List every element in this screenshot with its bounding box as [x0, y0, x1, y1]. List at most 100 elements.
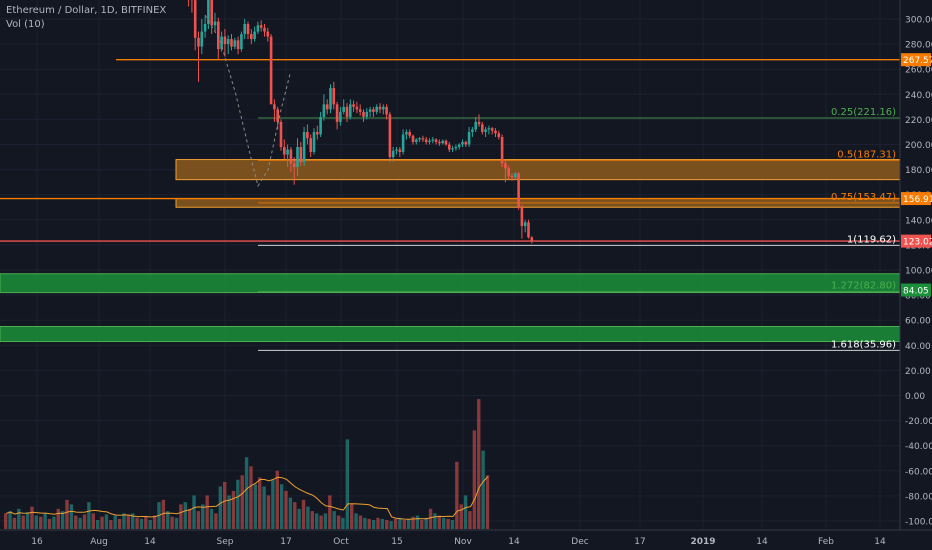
price-tick-label: 240.00 — [905, 91, 932, 101]
volume-bar — [161, 499, 166, 529]
candle-body — [263, 27, 266, 32]
price-label-text: 156.91 — [903, 195, 932, 205]
volume-bar — [424, 517, 428, 529]
volume-bar — [117, 518, 122, 529]
price-axis[interactable]: 300.00 280.00 260.00 240.00 220.00 200.00 180.… — [899, 0, 932, 550]
candle-body — [259, 25, 263, 28]
volume-bar — [406, 518, 411, 529]
candle-body — [207, 0, 210, 25]
candle-body — [312, 131, 316, 153]
candle-body — [418, 138, 421, 140]
price-axis-bg — [900, 0, 932, 550]
candle-body — [481, 124, 484, 132]
volume-bar — [450, 520, 455, 529]
candle-body — [431, 139, 435, 141]
candle-body — [325, 104, 329, 110]
price-tick-label: -40.00 — [905, 442, 932, 452]
price-tick-label: -80.00 — [905, 492, 932, 502]
volume-bar — [428, 508, 433, 529]
candle-body — [217, 21, 220, 50]
price-tick-label: 20.00 — [905, 367, 931, 377]
volume-bar — [301, 499, 306, 529]
volume-bar — [459, 504, 463, 529]
volume-bar — [472, 430, 477, 529]
candle-body — [203, 24, 207, 32]
candle-body — [283, 147, 286, 155]
volume-bar — [350, 504, 354, 529]
volume-bar — [477, 399, 481, 529]
volume-bar — [297, 508, 301, 529]
time-tick-label: 14 — [144, 537, 156, 547]
candle-body — [355, 106, 359, 110]
candle-body — [415, 139, 418, 142]
candle-body — [457, 144, 461, 148]
time-tick-label: Aug — [90, 537, 108, 547]
volume-bar — [371, 520, 376, 529]
volume-bar — [314, 513, 319, 529]
price-tick-label: 40.00 — [905, 342, 931, 352]
volume-bar — [214, 513, 218, 529]
volume-bar — [34, 515, 39, 529]
volume-bar — [336, 515, 341, 529]
projection-path — [204, 14, 291, 188]
candle-body — [464, 141, 468, 145]
candle-body — [276, 109, 279, 122]
volume-bar — [179, 504, 183, 529]
candle-body — [309, 138, 312, 153]
volume-bar — [87, 502, 91, 529]
candle-body — [339, 111, 342, 122]
candle-body — [226, 39, 230, 45]
candle-body — [428, 140, 431, 142]
candle-body — [296, 147, 299, 168]
volume-layer — [4, 399, 490, 529]
volume-bar — [275, 470, 279, 529]
volume-bar — [446, 518, 450, 529]
volume-bar — [17, 508, 21, 529]
time-axis[interactable]: 16 Aug 14 Sep 17 Oct 15 Nov 14 Dec 17 2019 14 Feb 14 — [0, 529, 932, 550]
volume-bar — [131, 513, 135, 529]
price-label-box — [901, 283, 931, 297]
candle-body — [461, 141, 464, 145]
volume-bar — [306, 506, 310, 529]
candle-body — [497, 133, 501, 137]
volume-indicator-label[interactable]: Vol (10) — [6, 19, 45, 30]
candle-body — [424, 139, 428, 142]
fib-level-label: 0.75(153.47) — [831, 192, 896, 203]
volume-bar — [196, 511, 201, 529]
fib-level-label: 1(119.62) — [847, 234, 896, 245]
symbol-title[interactable]: Ethereum / Dollar, 1D, BITFINEX — [6, 5, 167, 16]
candle-body — [507, 168, 510, 176]
candle-body — [398, 149, 402, 153]
volume-bar — [183, 502, 187, 529]
candle-body — [467, 131, 471, 145]
chart-header: Ethereum / Dollar, 1D, BITFINEX Vol (10) — [6, 4, 166, 32]
candle-body — [514, 173, 517, 178]
candle-body — [395, 149, 398, 151]
time-axis-bg — [0, 530, 932, 550]
candle-body — [243, 24, 246, 35]
candles-layer — [188, 0, 534, 244]
volume-bar — [455, 461, 459, 529]
candle-body — [256, 25, 260, 32]
volume-bar — [402, 520, 406, 529]
candle-body — [210, 0, 213, 26]
price-tick-label: -20.00 — [905, 417, 932, 427]
volume-bar — [389, 521, 393, 529]
volume-bar — [218, 486, 222, 529]
volume-bar — [135, 517, 139, 529]
volume-bar — [310, 511, 314, 529]
fib-levels-layer: 0.25(221.16) 0.5(187.31) 0.75(153.47) 1(119… — [258, 107, 900, 351]
time-tick-label: 17 — [634, 537, 645, 547]
volume-bar — [104, 514, 109, 529]
time-tick-label: Oct — [333, 537, 349, 547]
horizontal-lines-layer — [0, 58, 900, 242]
price-label-box — [901, 192, 931, 206]
candle-body — [230, 39, 233, 47]
volume-bar — [122, 513, 126, 529]
candle-body — [316, 131, 319, 135]
candle-body — [342, 106, 345, 112]
candle-body — [490, 128, 494, 131]
volume-bar — [367, 518, 371, 529]
volume-bar — [223, 481, 227, 529]
